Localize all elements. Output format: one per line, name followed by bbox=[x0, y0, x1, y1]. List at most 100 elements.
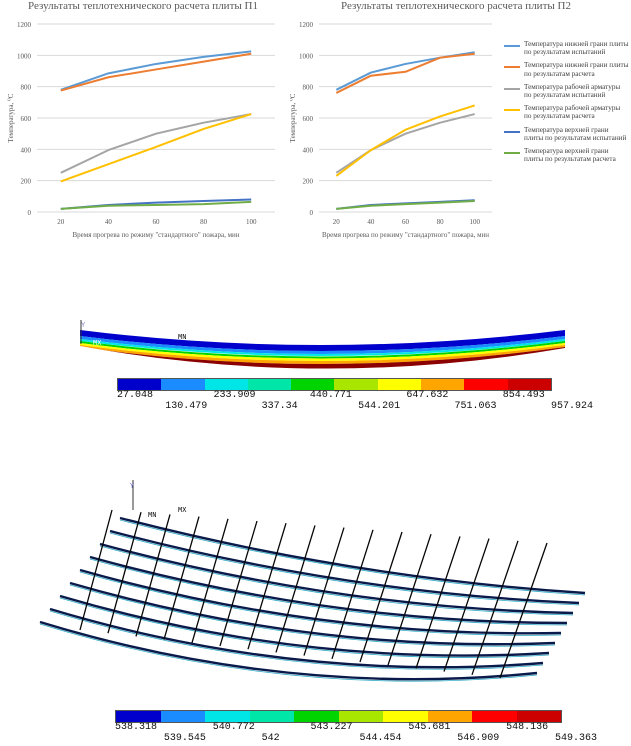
y-tick-label: 200 bbox=[21, 178, 32, 186]
rebar-longitudinal bbox=[99, 542, 574, 615]
legend-swatch bbox=[504, 109, 520, 112]
colorbar-segment bbox=[338, 711, 383, 722]
colorbar-segment bbox=[421, 379, 465, 390]
colorbar-label: 854.493 bbox=[502, 390, 545, 401]
rebar-colorbar bbox=[115, 710, 562, 723]
rebar-transverse bbox=[331, 529, 374, 659]
legend-label: Температура рабочей арматуры по результа… bbox=[524, 104, 621, 121]
series-line bbox=[60, 200, 252, 210]
rebar-transverse bbox=[247, 523, 287, 650]
legend-swatch bbox=[504, 87, 520, 90]
x-tick-label: 40 bbox=[105, 218, 113, 226]
x-tick-label: 40 bbox=[367, 218, 375, 226]
colorbar-segment bbox=[383, 711, 428, 722]
legend-item: Температура верхней грани плиты по резул… bbox=[504, 126, 629, 142]
slab-axis-label: Y bbox=[81, 322, 86, 330]
colorbar-segment bbox=[427, 711, 472, 722]
colorbar-segment bbox=[472, 711, 517, 722]
rebar-longitudinal bbox=[89, 555, 568, 625]
series-line bbox=[335, 113, 475, 174]
rebar-longitudinal bbox=[119, 516, 586, 595]
rebar-transverse bbox=[471, 540, 519, 676]
y-tick-label: 1000 bbox=[17, 52, 32, 60]
chart1-plot: 0 200 400 600 800 1000 1200 20 40 60 80 100 Время пр… bbox=[7, 21, 275, 239]
rebar-longitudinal-highlight bbox=[119, 519, 586, 596]
colorbar-label: 544.454 bbox=[359, 733, 402, 744]
rebar-transverse bbox=[191, 518, 229, 643]
colorbar-label: 539.545 bbox=[163, 733, 206, 744]
y-tick-label: 0 bbox=[28, 209, 32, 217]
series-line bbox=[335, 104, 476, 177]
x-tick-label: 100 bbox=[469, 218, 480, 226]
colorbar-segment bbox=[291, 379, 335, 390]
colorbar-segment bbox=[377, 379, 422, 390]
rebar-transverse bbox=[303, 527, 345, 656]
fe-slab-figure: Y MN MX bbox=[80, 320, 565, 369]
rebar-transverse bbox=[163, 516, 200, 640]
colorbar-segment bbox=[160, 711, 205, 722]
series-line bbox=[60, 113, 252, 183]
colorbar-label: 647.632 bbox=[406, 390, 449, 401]
legend-item: Температура рабочей арматуры по результа… bbox=[504, 83, 629, 99]
slab-colorbar-labels: 27.048 130.479 233.909 337.34 440.771 544.201… bbox=[117, 390, 593, 414]
series-line bbox=[60, 113, 252, 174]
chart2-title: Результаты теплотехнического расчета пли… bbox=[341, 0, 571, 12]
y-tick-label: 600 bbox=[303, 115, 314, 123]
x-tick-label: 60 bbox=[402, 218, 410, 226]
colorbar-segment bbox=[161, 379, 205, 390]
y-tick-label: 1000 bbox=[299, 52, 314, 60]
y-tick-label: 600 bbox=[21, 115, 32, 123]
rebar-longitudinal-highlight bbox=[49, 610, 544, 670]
rebar-transverse bbox=[387, 533, 432, 666]
colorbar-label: 538.318 bbox=[115, 722, 158, 733]
rebar-longitudinal bbox=[69, 581, 556, 646]
rebar-longitudinal-highlight bbox=[109, 532, 580, 606]
colorbar-segment bbox=[249, 711, 294, 722]
legend-item: Температура нижней грани плиты по резуль… bbox=[504, 61, 629, 78]
rebar-colorbar-labels: 538.318 539.545 540.772 542 543.227 544.454 54… bbox=[115, 722, 597, 746]
rebar-longitudinal bbox=[109, 529, 580, 605]
x-tick-label: 80 bbox=[200, 218, 208, 226]
y-tick-label: 1200 bbox=[17, 21, 32, 29]
x-tick-label: 100 bbox=[246, 218, 257, 226]
colorbar-label: 233.909 bbox=[213, 390, 256, 401]
rebar-transverse bbox=[275, 525, 316, 653]
colorbar-label: 549.363 bbox=[555, 733, 598, 744]
rebar-mx-label: MX bbox=[178, 507, 187, 515]
colorbar-label: 545.681 bbox=[408, 722, 451, 733]
y-tick-label: 200 bbox=[303, 178, 314, 186]
rebar-longitudinal-highlight bbox=[79, 571, 562, 636]
colorbar-label: 957.924 bbox=[551, 401, 594, 412]
legend-label: Температура верхней грани плиты по резул… bbox=[524, 125, 627, 142]
legend-item: Температура верхней грани плиты по резул… bbox=[504, 147, 629, 163]
legend-label: Температура нижней грани плиты по резуль… bbox=[524, 61, 629, 78]
series-line bbox=[335, 52, 475, 94]
legend-swatch bbox=[504, 45, 520, 47]
chart1-title: Результаты теплотехнического расчета пли… bbox=[28, 0, 258, 12]
rebar-longitudinal-highlight bbox=[69, 584, 556, 647]
slab-mn-label: MN bbox=[178, 334, 186, 342]
series-line bbox=[336, 200, 475, 210]
rebar-mn-label: MN bbox=[148, 512, 156, 520]
x-axis-label: Время прогрева по режиму "стандартного" … bbox=[72, 231, 239, 239]
series-line bbox=[60, 50, 252, 91]
colorbar-label: 751.063 bbox=[454, 401, 497, 412]
y-tick-label: 400 bbox=[21, 146, 32, 154]
fe-rebar-mesh: Y MN MX bbox=[39, 480, 586, 682]
legend-swatch bbox=[504, 130, 520, 133]
colorbar-label: 544.201 bbox=[358, 401, 401, 412]
y-tick-label: 1200 bbox=[299, 21, 314, 29]
rebar-longitudinal-highlight bbox=[89, 558, 568, 626]
rebar-axis-label: Y bbox=[130, 483, 135, 491]
colorbar-segment bbox=[247, 379, 292, 390]
rebar-transverse bbox=[79, 509, 113, 631]
y-tick-label: 400 bbox=[303, 146, 314, 154]
colorbar-label: 337.34 bbox=[261, 401, 298, 412]
colorbar-label: 130.479 bbox=[165, 401, 208, 412]
legend-swatch bbox=[504, 66, 520, 69]
rebar-transverse bbox=[415, 536, 461, 669]
colorbar-segment bbox=[516, 711, 561, 722]
colorbar-segment bbox=[464, 379, 508, 390]
chart2-plot: 0 200 400 600 800 1000 1200 20 40 60 80 100 Время пр… bbox=[290, 21, 492, 239]
legend-swatch bbox=[504, 152, 520, 155]
